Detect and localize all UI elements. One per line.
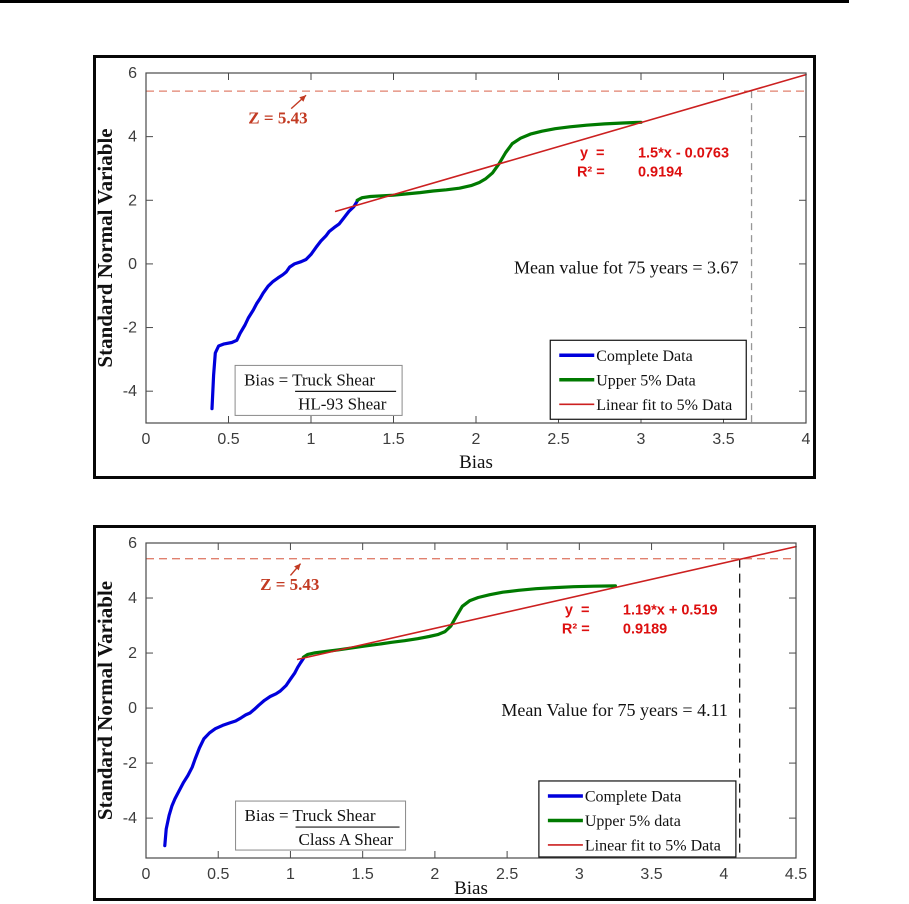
fit-equation-rhs: 1.5*x - 0.0763: [638, 145, 729, 161]
x-tick-label: 0.5: [207, 866, 229, 883]
legend-entry-label: Upper 5% data: [585, 813, 681, 830]
fit-r2-rhs: 0.9189: [623, 622, 667, 638]
y-tick-label: 6: [128, 535, 137, 552]
x-tick-label: 1: [307, 431, 316, 448]
y-axis-label: Standard Normal Variable: [96, 128, 117, 367]
figure-bottom-chart: 0 0.5 1 1.5 2 2.5 3 3.5 4 4.5 -4 -2 0 2 4 6 Bias Standard…: [93, 525, 816, 901]
series-upper-5pct-data: [355, 120, 643, 202]
bottom-chart-svg: 0 0.5 1 1.5 2 2.5 3 3.5 4 4.5 -4 -2 0 2 4 6 Bias Standard…: [96, 535, 807, 898]
z-value-label: Z = 5.43: [260, 575, 319, 594]
fit-r2-rhs: 0.9194: [638, 164, 682, 180]
legend-entry-label: Complete Data: [596, 348, 692, 365]
series-linear-fit: [296, 545, 797, 661]
x-tick-label: 2.5: [496, 866, 518, 883]
y-tick-label: 4: [128, 590, 137, 607]
y-tick-label: 6: [128, 65, 137, 82]
fit-r2-lhs: R² =: [577, 164, 605, 180]
bias-definition-box: [235, 800, 407, 851]
bias-definition-line1: Bias = Truck Shear: [244, 370, 375, 389]
x-tick-label: 2.5: [547, 431, 569, 448]
x-axis-label: Bias: [454, 878, 488, 898]
y-axis-label: Standard Normal Variable: [96, 581, 117, 820]
y-tick-label: 2: [128, 645, 137, 662]
x-tick-label: 0.5: [217, 431, 239, 448]
series-complete-data: [163, 656, 305, 848]
x-tick-label: 4: [719, 866, 728, 883]
plot-box: [145, 542, 797, 859]
legend-entry-label: Upper 5% Data: [596, 372, 696, 389]
x-tick-label: 3.5: [640, 866, 662, 883]
x-tick-label: 2: [430, 866, 439, 883]
legend-entry-label: Linear fit to 5% Data: [585, 837, 721, 854]
x-tick-label: 1: [286, 866, 295, 883]
series-linear-fit: [334, 73, 807, 213]
y-tick-label: 0: [128, 700, 137, 717]
series-complete-data: [210, 199, 359, 411]
x-tick-label: 4.5: [785, 866, 807, 883]
y-tick-label: 0: [128, 256, 137, 273]
legend-entry-label: Linear fit to 5% Data: [596, 397, 732, 414]
x-axis-label: Bias: [459, 452, 493, 473]
x-tick-label: 2: [472, 431, 481, 448]
y-tick-label: -4: [123, 383, 137, 400]
x-tick-label: 1.5: [382, 431, 404, 448]
fit-r2-lhs: R² =: [562, 622, 590, 638]
bias-definition-line2: Class A Shear: [299, 830, 394, 849]
x-tick-label: 4: [802, 431, 811, 448]
fit-equation-lhs: y =: [580, 145, 605, 161]
x-tick-label: 1.5: [352, 866, 374, 883]
x-tick-label: 3: [575, 866, 584, 883]
x-tick-label: 0: [142, 866, 151, 883]
y-tick-label: 4: [128, 129, 137, 146]
z-arrow-head: [299, 95, 306, 102]
mean-value-text: Mean value fot 75 years = 3.67: [514, 257, 739, 277]
y-tick-label: -2: [123, 755, 137, 772]
y-tick-label: 2: [128, 192, 137, 209]
bias-definition-line2: HL-93 Shear: [298, 394, 387, 413]
z-value-label: Z = 5.43: [248, 108, 307, 127]
figure-top-chart: 0 0.5 1 1.5 2 2.5 3 3.5 4 -4 -2 0 2 4 6 Bias Standard No…: [93, 55, 816, 479]
y-tick-label: -2: [123, 320, 137, 337]
legend-entry-label: Complete Data: [585, 788, 681, 805]
y-tick-label: -4: [123, 810, 137, 827]
z-arrow-head: [294, 563, 301, 571]
bias-definition-box: [234, 364, 403, 416]
x-tick-label: 3.5: [712, 431, 734, 448]
top-chart-svg: 0 0.5 1 1.5 2 2.5 3 3.5 4 -4 -2 0 2 4 6 Bias Standard No…: [96, 65, 811, 473]
top-rule: [0, 0, 849, 3]
fit-equation-rhs: 1.19*x + 0.519: [623, 603, 718, 619]
mean-value-text: Mean Value for 75 years = 4.11: [501, 700, 728, 720]
x-tick-label: 0: [142, 431, 151, 448]
x-tick-label: 3: [637, 431, 646, 448]
bias-definition-line1: Bias = Truck Shear: [245, 806, 376, 825]
fit-equation-lhs: y =: [565, 603, 590, 619]
